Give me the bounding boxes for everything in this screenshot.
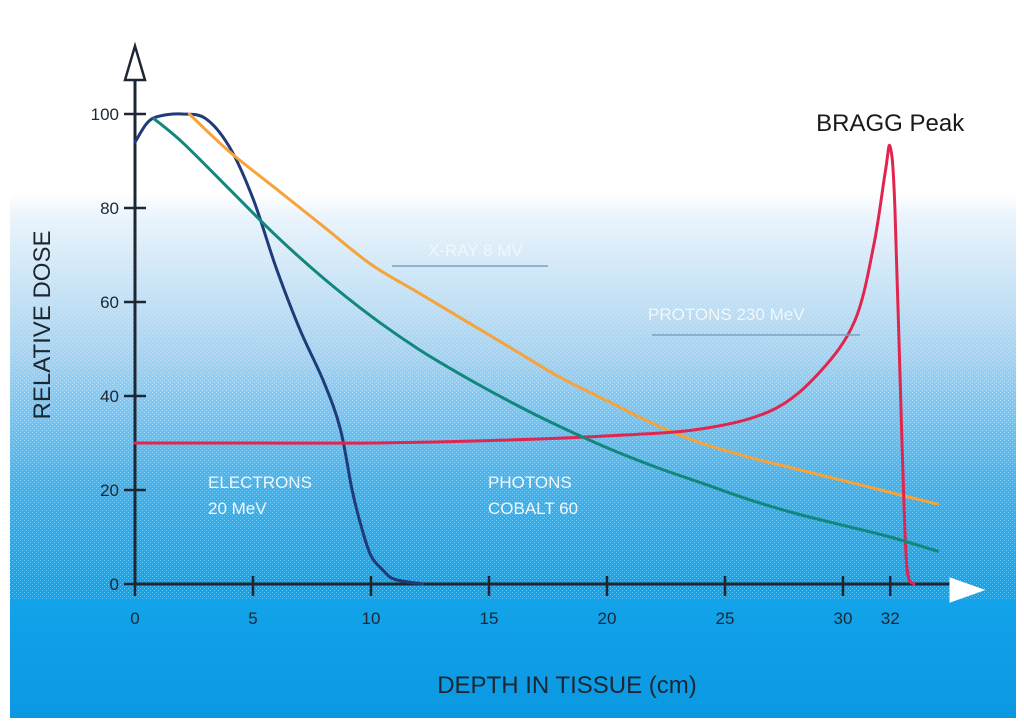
x-tick-label: 5 [248, 609, 257, 628]
x-tick-label: 20 [598, 609, 617, 628]
x-axis-title: DEPTH IN TISSUE (cm) [437, 672, 697, 699]
series-line-photons-cobalt-60 [152, 117, 939, 553]
series-line-protons-230-mev [133, 143, 916, 586]
y-axis-title: RELATIVE DOSE [29, 231, 56, 420]
series-label-x-ray-8-mv: X-RAY 8 MV [428, 241, 523, 260]
x-tick-label: 32 [881, 609, 900, 628]
x-tick-label: 30 [834, 609, 853, 628]
y-axis-arrow [123, 41, 147, 82]
dither-overlay [10, 200, 1016, 600]
axes [123, 41, 986, 603]
y-tick-label: 0 [110, 575, 119, 594]
series-label-protons-230-mev: PROTONS 230 MeV [648, 305, 805, 324]
y-tick-label: 100 [91, 105, 119, 124]
x-tick-label: 0 [130, 609, 139, 628]
y-tick-label: 60 [100, 293, 119, 312]
y-tick-label: 40 [100, 387, 119, 406]
axis-ticks: 0 5 10 15 20 25 30 32 0 20 40 60 80 100 [91, 105, 900, 628]
series-line-electrons-20-mev [133, 112, 425, 586]
series-label-electrons-20-mev: ELECTRONS 20 MeV [208, 473, 312, 518]
x-tick-label: 15 [480, 609, 499, 628]
y-tick-label: 80 [100, 199, 119, 218]
x-tick-label: 25 [716, 609, 735, 628]
series-label-photons-cobalt-60: PHOTONS COBALT 60 [488, 473, 578, 518]
dose-curves [133, 112, 939, 586]
series-line-x-ray-8-mv [187, 112, 939, 506]
bragg-peak-annotation: BRAGG Peak [816, 110, 965, 137]
x-tick-label: 10 [362, 609, 381, 628]
y-tick-label: 20 [100, 481, 119, 500]
series-labels: ELECTRONS 20 MeV X-RAY 8 MV PROTONS 230 MeV… [208, 241, 860, 518]
x-axis-arrow [949, 577, 986, 603]
